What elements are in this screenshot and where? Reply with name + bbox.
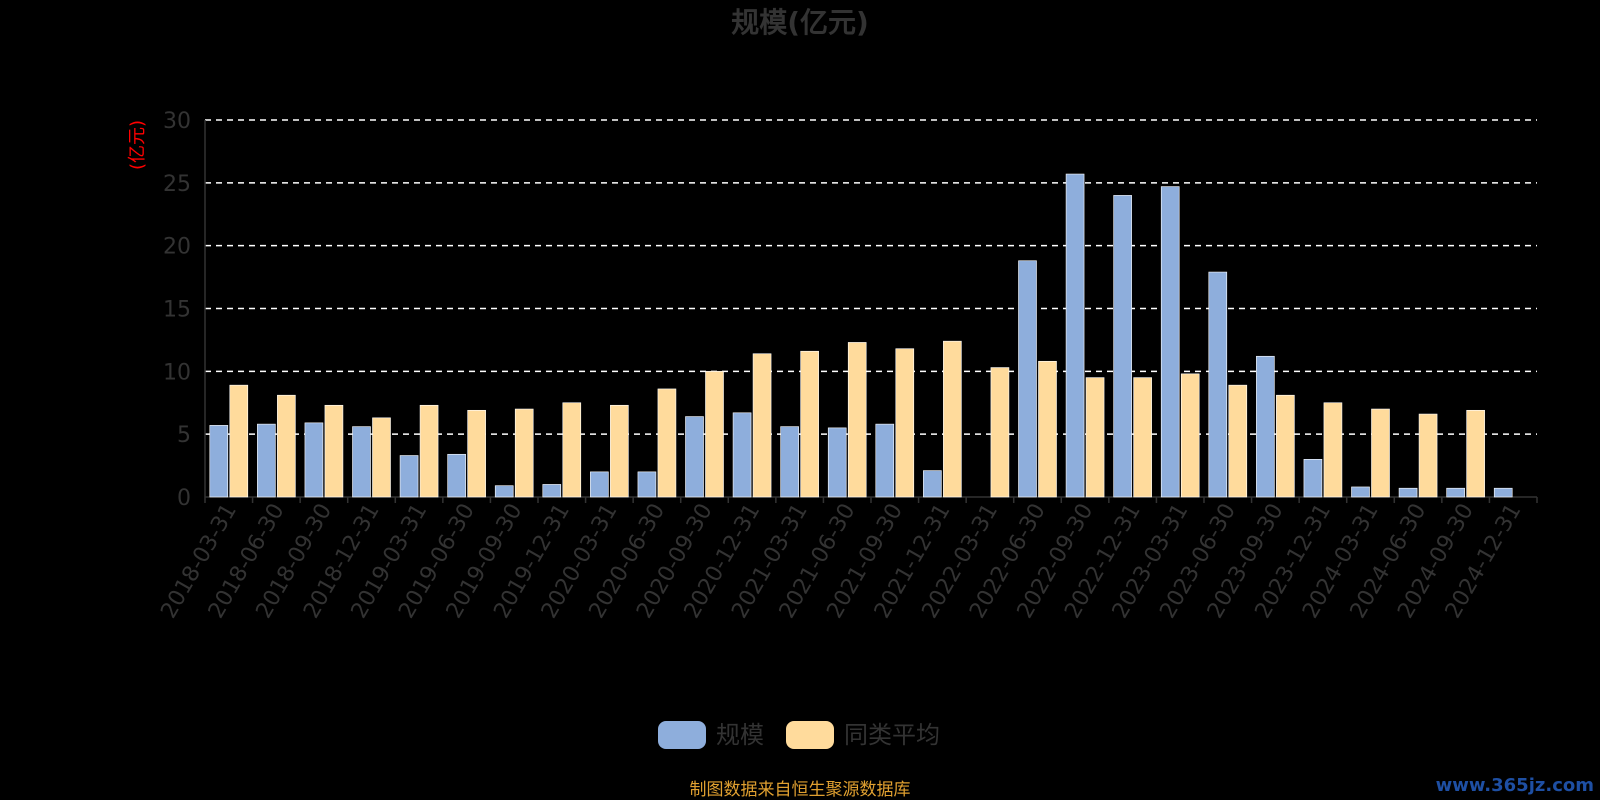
bar-peer-average[interactable]	[277, 394, 296, 498]
y-tick-label: 30	[163, 109, 191, 134]
bar-peer-average[interactable]	[419, 404, 439, 498]
bar-scale[interactable]	[1113, 195, 1132, 498]
bar-peer-average[interactable]	[467, 409, 486, 498]
bar-peer-average[interactable]	[1323, 402, 1343, 498]
bar-scale[interactable]	[1398, 487, 1418, 498]
bar-peer-average[interactable]	[562, 402, 582, 498]
watermark: www.365jz.com	[1435, 775, 1594, 796]
y-tick-label: 0	[177, 486, 191, 511]
legend-label: 同类平均	[844, 721, 940, 749]
bar-peer-average[interactable]	[800, 350, 819, 498]
bar-scale[interactable]	[1446, 487, 1465, 498]
bar-scale[interactable]	[352, 426, 371, 498]
bar-scale[interactable]	[257, 423, 276, 498]
bar-peer-average[interactable]	[372, 417, 391, 498]
bar-peer-average[interactable]	[1228, 384, 1248, 498]
bar-peer-average[interactable]	[943, 340, 962, 498]
ticks-layer: 0510152025302018-03-312018-06-302018-09-…	[156, 109, 1526, 623]
legend-swatch	[786, 721, 834, 749]
bar-peer-average[interactable]	[1180, 373, 1200, 498]
bar-peer-average[interactable]	[1085, 377, 1105, 498]
bar-scale[interactable]	[875, 423, 895, 498]
y-tick-label: 10	[163, 360, 191, 385]
bars-layer	[209, 173, 1513, 498]
bar-scale[interactable]	[494, 485, 514, 498]
bar-peer-average[interactable]	[752, 353, 772, 498]
chart-title: 规模(亿元)	[731, 6, 869, 39]
bar-peer-average[interactable]	[990, 367, 1010, 498]
bar-scale[interactable]	[1065, 173, 1085, 498]
bar-scale[interactable]	[447, 453, 466, 498]
bar-peer-average[interactable]	[1466, 409, 1485, 498]
bar-scale[interactable]	[1351, 486, 1370, 498]
bar-peer-average[interactable]	[895, 348, 915, 498]
bar-peer-average[interactable]	[1133, 377, 1152, 498]
bar-scale[interactable]	[637, 471, 657, 498]
bar-scale[interactable]	[1208, 271, 1228, 498]
bar-scale[interactable]	[923, 470, 942, 498]
bar-scale[interactable]	[209, 425, 229, 498]
bar-peer-average[interactable]	[847, 342, 867, 498]
bar-scale[interactable]	[732, 412, 752, 498]
legend-label: 规模	[716, 721, 764, 749]
bar-peer-average[interactable]	[514, 408, 534, 498]
bar-peer-average[interactable]	[324, 404, 344, 498]
y-axis-label: (亿元)	[127, 120, 148, 170]
legend-swatch	[658, 721, 706, 749]
bar-scale[interactable]	[1256, 355, 1275, 498]
y-tick-label: 25	[163, 172, 191, 197]
bar-peer-average[interactable]	[229, 384, 249, 498]
bar-scale[interactable]	[1493, 487, 1513, 498]
bar-scale[interactable]	[304, 422, 324, 498]
bar-peer-average[interactable]	[1276, 394, 1295, 498]
bar-scale[interactable]	[542, 484, 562, 498]
bar-peer-average[interactable]	[1418, 413, 1438, 498]
grid-layer	[205, 119, 1537, 435]
bar-scale[interactable]	[780, 426, 799, 498]
bar-scale[interactable]	[590, 471, 609, 498]
y-tick-label: 15	[163, 298, 191, 323]
bar-scale[interactable]	[685, 416, 704, 498]
y-tick-label: 20	[163, 235, 191, 260]
bar-peer-average[interactable]	[610, 404, 629, 498]
source-note: 制图数据来自恒生聚源数据库	[690, 780, 911, 800]
bar-scale[interactable]	[1303, 458, 1323, 498]
bar-scale[interactable]	[1018, 260, 1037, 498]
bar-peer-average[interactable]	[705, 371, 724, 498]
y-tick-label: 5	[177, 423, 191, 448]
bar-peer-average[interactable]	[1038, 360, 1057, 498]
bar-scale[interactable]	[399, 455, 419, 498]
legend: 规模 同类平均	[658, 721, 940, 749]
bar-scale[interactable]	[1160, 186, 1180, 498]
bar-peer-average[interactable]	[657, 388, 677, 498]
bar-peer-average[interactable]	[1371, 408, 1390, 498]
bar-scale[interactable]	[827, 427, 847, 498]
